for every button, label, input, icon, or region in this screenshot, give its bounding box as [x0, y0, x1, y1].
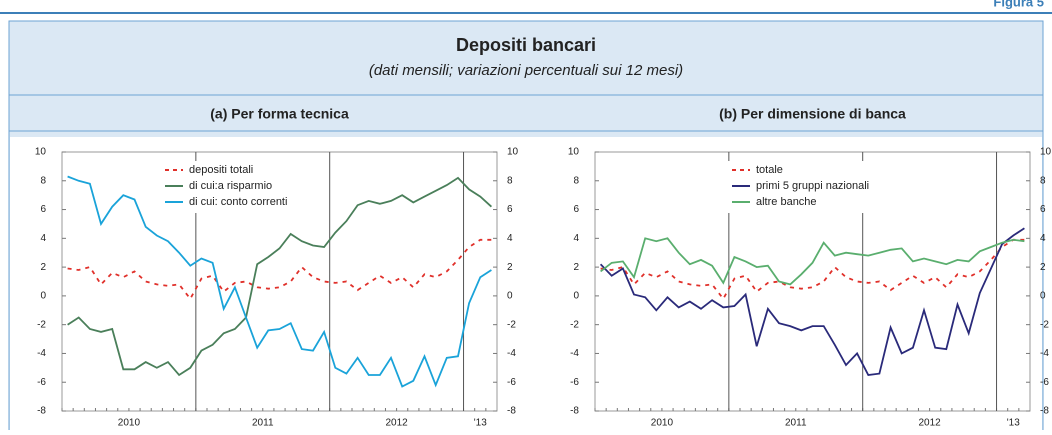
y-tick-label: 4 — [40, 233, 46, 244]
y-tick-label: 6 — [40, 204, 46, 215]
title: Depositi bancari — [456, 35, 596, 55]
year-label: 2011 — [252, 418, 274, 429]
series-line — [67, 176, 493, 377]
y2-tick-label: 8 — [507, 175, 513, 186]
y2-tick-label: -4 — [507, 348, 516, 359]
legend-label: depositi totali — [189, 164, 253, 176]
y2-tick-label: 6 — [1040, 204, 1046, 215]
y-tick-label: -4 — [570, 348, 579, 359]
year-label: '13 — [1007, 418, 1020, 429]
y-tick-label: -4 — [37, 348, 46, 359]
y2-tick-label: 8 — [1040, 175, 1046, 186]
y2-tick-label: 2 — [1040, 262, 1046, 273]
legend-box — [726, 161, 884, 213]
legend-label: di cui: conto correnti — [189, 196, 287, 208]
year-label: 2011 — [785, 418, 807, 429]
y-tick-label: 0 — [40, 291, 46, 302]
panel-title: (b) Per dimensione di banca — [719, 106, 906, 122]
legend-box — [159, 161, 311, 213]
series-line — [599, 227, 1025, 376]
y-tick-label: 6 — [573, 204, 579, 215]
subtitle: (dati mensili; variazioni percentuali su… — [369, 62, 683, 79]
legend-label: altre banche — [756, 196, 817, 208]
figure-number: Figura 5 — [993, 0, 1044, 9]
year-label: 2010 — [118, 418, 141, 429]
plot-frame — [594, 151, 1031, 412]
y-tick-label: 8 — [40, 175, 46, 186]
year-label: 2012 — [918, 418, 941, 429]
y-tick-label: 10 — [568, 147, 580, 158]
y-tick-label: 2 — [573, 262, 579, 273]
y-tick-label: 10 — [35, 147, 47, 158]
y2-tick-label: 10 — [507, 147, 519, 158]
y-tick-label: -2 — [37, 319, 46, 330]
y-tick-label: 2 — [40, 262, 46, 273]
legend-label: primi 5 gruppi nazionali — [756, 180, 869, 192]
y-tick-label: -6 — [570, 377, 579, 388]
year-label: 2012 — [385, 418, 408, 429]
year-label: '13 — [474, 418, 487, 429]
legend-label: di cui:a risparmio — [189, 180, 272, 192]
year-label: 2010 — [651, 418, 674, 429]
y2-tick-label: 2 — [507, 262, 513, 273]
y-tick-label: -8 — [570, 406, 579, 417]
y-tick-label: 0 — [573, 291, 579, 302]
y-tick-label: -6 — [37, 377, 46, 388]
plot-frame — [61, 151, 498, 412]
y2-tick-label: 4 — [1040, 233, 1046, 244]
legend-label: totale — [756, 164, 783, 176]
panel-title: (a) Per forma tecnica — [210, 106, 349, 122]
y-tick-label: 4 — [573, 233, 579, 244]
y-tick-label: -2 — [570, 319, 579, 330]
y2-tick-label: -4 — [1040, 348, 1049, 359]
y2-tick-label: -6 — [507, 377, 516, 388]
y2-tick-label: -8 — [1040, 406, 1049, 417]
series-line — [600, 237, 1025, 286]
y2-tick-label: 6 — [507, 204, 513, 215]
y-tick-label: -8 — [37, 406, 46, 417]
y2-tick-label: -2 — [1040, 319, 1049, 330]
y-tick-label: 8 — [573, 175, 579, 186]
y2-tick-label: -6 — [1040, 377, 1049, 388]
y2-tick-label: -2 — [507, 319, 516, 330]
y2-tick-label: 0 — [507, 291, 513, 302]
y2-tick-label: 10 — [1040, 147, 1052, 158]
y2-tick-label: 4 — [507, 233, 513, 244]
y2-tick-label: -8 — [507, 406, 516, 417]
series-line — [67, 175, 492, 388]
y2-tick-label: 0 — [1040, 291, 1046, 302]
